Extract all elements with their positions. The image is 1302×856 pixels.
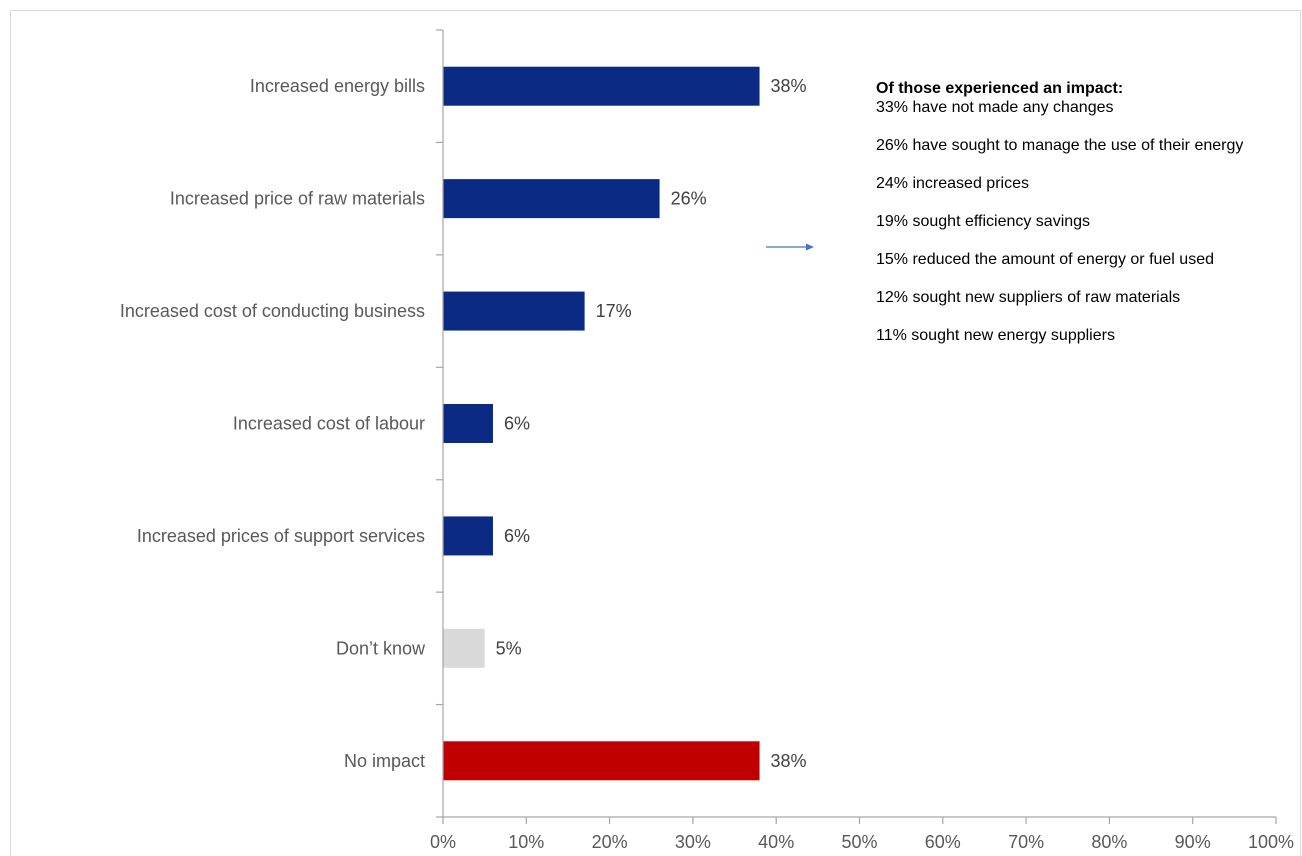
- impact-summary-item: 33% have not made any changes: [876, 99, 1114, 116]
- bars-layer: [443, 66, 760, 781]
- axis-layer: [436, 29, 1277, 824]
- bar: [443, 179, 660, 219]
- x-tick-label: 40%: [758, 832, 794, 852]
- value-label: 38%: [771, 751, 807, 771]
- arrow-head-icon: [806, 243, 814, 251]
- x-tick-label: 10%: [508, 832, 544, 852]
- chart-border: [10, 10, 1301, 856]
- category-label: Increased energy bills: [250, 76, 425, 96]
- bar: [443, 741, 760, 781]
- labels-layer: Increased energy bills 38% Increased price…: [120, 76, 1294, 852]
- bar: [443, 404, 493, 443]
- bar: [443, 628, 485, 668]
- x-tick-label: 100%: [1248, 832, 1294, 852]
- x-tick-label: 50%: [841, 832, 877, 852]
- x-tick-label: 60%: [925, 832, 961, 852]
- category-label: Increased prices of support services: [137, 526, 425, 546]
- impact-summary-panel: Of those experienced an impact: 33% have…: [876, 79, 1276, 345]
- impact-summary-item: 19% sought efficiency savings: [876, 213, 1091, 230]
- category-label: Increased cost of labour: [233, 414, 425, 434]
- bar: [443, 516, 493, 556]
- impact-summary-item: 11% sought new energy suppliers: [876, 327, 1115, 344]
- bar: [443, 291, 585, 331]
- impact-summary-item: 12% sought new suppliers of raw material…: [876, 289, 1181, 306]
- category-label: Increased cost of conducting business: [120, 301, 425, 321]
- x-tick-label: 70%: [1008, 832, 1044, 852]
- x-tick-label: 80%: [1091, 832, 1127, 852]
- impact-summary-item: 26% have sought to manage the use of the…: [876, 137, 1244, 154]
- x-tick-label: 90%: [1175, 832, 1211, 852]
- impact-summary-item: 15% reduced the amount of energy or fuel…: [876, 251, 1214, 268]
- value-label: 38%: [771, 76, 807, 96]
- impact-summary-item: 24% increased prices: [876, 175, 1029, 192]
- impact-summary-heading: Of those experienced an impact:: [876, 80, 1124, 97]
- bar: [443, 66, 760, 106]
- category-label: Don’t know: [336, 638, 426, 658]
- value-label: 17%: [596, 301, 632, 321]
- value-label: 26%: [671, 189, 707, 209]
- x-tick-label: 30%: [675, 832, 711, 852]
- x-tick-label: 0%: [430, 832, 456, 852]
- category-label: Increased price of raw materials: [170, 189, 425, 209]
- value-label: 5%: [496, 638, 522, 658]
- arrow-annotation: [766, 243, 814, 251]
- category-label: No impact: [344, 751, 425, 771]
- value-label: 6%: [504, 526, 530, 546]
- value-label: 6%: [504, 414, 530, 434]
- x-tick-label: 20%: [592, 832, 628, 852]
